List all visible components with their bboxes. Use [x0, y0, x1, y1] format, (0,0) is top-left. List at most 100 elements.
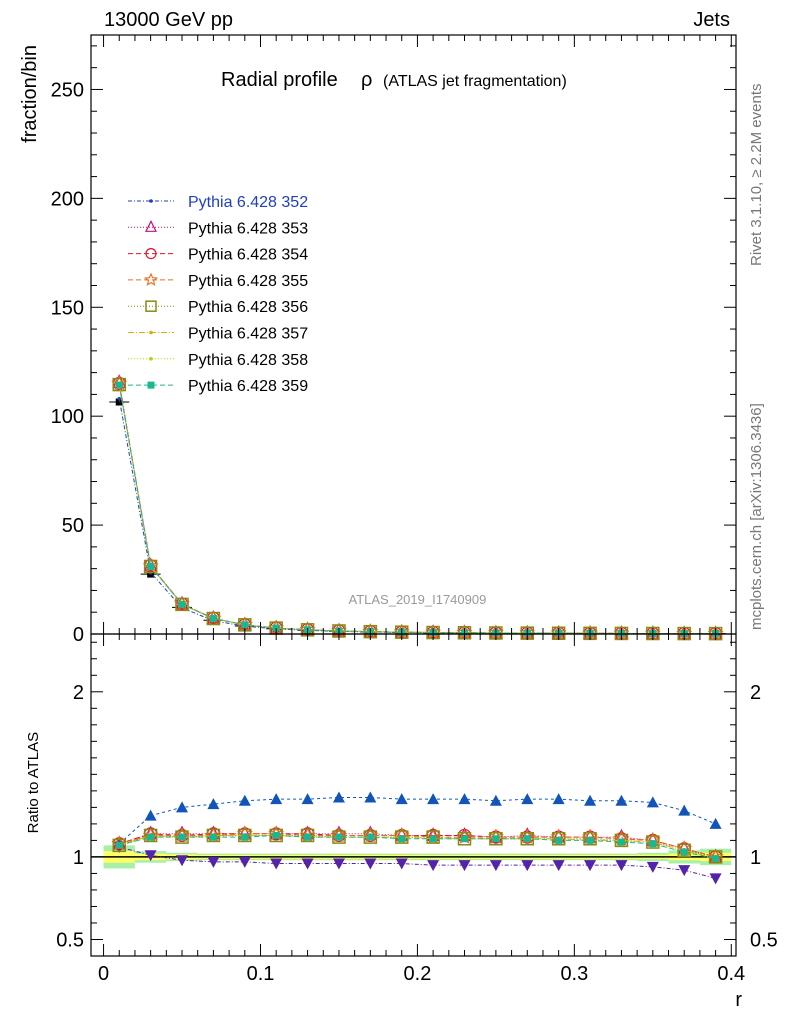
legend-entry: Pythia 6.428 357 — [188, 326, 308, 343]
ratio-panel: 0.5 0.5 1 1 2 2 0 0.1 0.2 0.3 0.4 r Ratio to ATLAS — [25, 633, 778, 1011]
ratio-point — [492, 835, 500, 843]
legend-entry: Pythia 6.428 354 — [188, 247, 308, 264]
ratio-y-axis-label: Ratio to ATLAS — [25, 732, 42, 833]
ratio-point — [523, 835, 531, 843]
ratio-point — [112, 838, 126, 853]
y-tick-label: 50 — [62, 515, 84, 537]
ratio-point — [584, 860, 597, 872]
ratio-series-line — [119, 834, 716, 860]
ratio-point — [270, 858, 283, 870]
ratio-point — [615, 794, 628, 806]
ratio-y-tick-label-right: 1 — [750, 847, 761, 869]
x-axis-label: r — [735, 989, 742, 1011]
legend-entry: Pythia 6.428 355 — [188, 273, 308, 290]
ratio-point — [427, 860, 440, 872]
collision-label: 13000 GeV pp — [104, 9, 233, 31]
ratio-point — [364, 858, 377, 870]
legend-entry: Pythia 6.428 353 — [188, 220, 308, 237]
ratio-point — [615, 860, 628, 872]
ratio-y-tick-label-right: 2 — [750, 682, 761, 704]
mc-point — [117, 396, 122, 401]
ratio-point — [521, 860, 534, 872]
ratio-point — [176, 855, 189, 867]
legend-marker — [149, 330, 153, 335]
legend-marker — [149, 199, 153, 203]
chart-title: Radial profile — [221, 69, 338, 91]
ratio-point — [551, 832, 566, 846]
ratio-point — [332, 791, 345, 803]
ratio-point — [458, 793, 471, 805]
ratio-point — [241, 833, 249, 841]
legend: Pythia 6.428 352 Pythia 6.428 353 Pythia 6… — [128, 194, 308, 395]
y-axis-label: fraction/bin — [19, 45, 41, 143]
ratio-point — [364, 791, 377, 803]
ratio-point — [395, 793, 408, 805]
ratio-point — [178, 833, 186, 841]
ratio-point — [301, 858, 314, 870]
ratio-point — [429, 835, 437, 843]
mc-point — [147, 562, 155, 570]
ratio-point — [398, 835, 406, 843]
ratio-point — [461, 835, 469, 843]
analysis-watermark: ATLAS_2019_I1740909 — [349, 592, 487, 607]
ratio-point — [207, 856, 220, 868]
main-panel: Radial profile ρ (ATLAS jet fragmentation)… — [19, 34, 737, 646]
mc-point — [209, 615, 217, 623]
legend-marker — [143, 272, 159, 286]
legend-marker — [147, 381, 155, 389]
ratio-point — [366, 833, 374, 841]
ratio-point — [207, 798, 220, 810]
ratio-point — [147, 833, 155, 841]
ratio-point — [646, 861, 659, 873]
ratio-point — [458, 860, 471, 872]
ratio-point — [555, 836, 563, 844]
ratio-point — [301, 793, 314, 805]
legend-marker — [145, 300, 157, 312]
legend-entry: Pythia 6.428 356 — [188, 299, 308, 316]
ratio-point — [332, 858, 345, 870]
ratio-point — [272, 831, 280, 839]
ratio-series-line — [119, 846, 716, 879]
legend-entry: Pythia 6.428 359 — [188, 378, 308, 395]
legend-entry: Pythia 6.428 358 — [188, 352, 308, 369]
ratio-series-2 — [113, 842, 722, 885]
mc-point — [241, 621, 249, 629]
ratio-point — [678, 865, 691, 877]
ratio-point — [270, 793, 283, 805]
ratio-point — [680, 848, 688, 856]
ratio-point — [552, 793, 565, 805]
x-tick-label: 0.4 — [717, 963, 745, 985]
ratio-point — [238, 856, 251, 868]
chart-title-symbol: ρ — [361, 69, 372, 91]
ratio-point — [552, 860, 565, 872]
ratio-point — [709, 817, 722, 829]
ratio-point — [335, 833, 343, 841]
ratio-point — [209, 833, 217, 841]
ratio-point — [584, 794, 597, 806]
mc-point — [178, 600, 186, 608]
y-tick-label: 0 — [73, 624, 84, 646]
ratio-point — [304, 833, 312, 841]
ratio-y-tick-label: 2 — [73, 682, 84, 704]
ratio-point — [176, 801, 189, 813]
process-label: Jets — [693, 9, 730, 31]
mc-point — [143, 559, 158, 574]
ratio-series-line — [119, 834, 716, 860]
ratio-point — [712, 855, 720, 863]
ratio-y-tick-label-right: 0.5 — [750, 929, 778, 951]
ratio-point — [678, 804, 691, 816]
mc-point — [112, 377, 126, 392]
y-tick-label: 250 — [51, 79, 84, 101]
x-tick-label: 0 — [98, 963, 109, 985]
legend-marker — [145, 248, 157, 260]
mc-point — [115, 381, 123, 389]
ratio-point — [646, 796, 659, 808]
ratio-series-1 — [113, 791, 722, 849]
ratio-point — [427, 793, 440, 805]
legend-entry: Pythia 6.428 352 — [188, 194, 308, 211]
chart-title-suffix: (ATLAS jet fragmentation) — [383, 73, 567, 90]
ratio-y-tick-label: 0.5 — [56, 929, 84, 951]
x-tick-label: 0.3 — [560, 963, 588, 985]
x-tick-label: 0.1 — [247, 963, 275, 985]
ratio-point — [144, 809, 157, 821]
